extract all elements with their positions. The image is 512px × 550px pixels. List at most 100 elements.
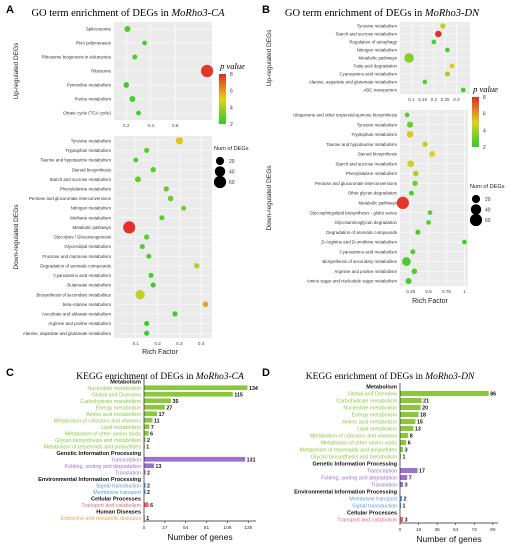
- bar: [400, 404, 421, 411]
- pathway-label: Nucleotide metabolism: [343, 406, 397, 412]
- pathway-label: Carbohydrate metabolism: [80, 399, 141, 405]
- term-point: [462, 239, 467, 245]
- term-point: [440, 23, 446, 29]
- term-point: [143, 234, 150, 240]
- bar-value: 3: [405, 483, 408, 489]
- x-tick-label: 0.25: [406, 289, 415, 294]
- bar-value: 1: [146, 444, 149, 450]
- term-label: Cyanoamino acid metabolism: [339, 249, 397, 254]
- term-point: [411, 268, 418, 275]
- bar-value: 134: [249, 386, 258, 392]
- bar-value: 1: [403, 504, 406, 510]
- bar: [400, 453, 402, 460]
- group-label: Down-regulated DEGs: [266, 165, 273, 231]
- term-point: [167, 195, 174, 202]
- term-point: [426, 220, 432, 225]
- size-legend-dot: [213, 175, 227, 189]
- bar-value: 8: [410, 434, 413, 440]
- term-point: [123, 82, 130, 88]
- pathway-label: Folding, sorting and degradation: [65, 464, 141, 470]
- term-label: Spliceosome: [86, 27, 112, 32]
- bar: [144, 437, 146, 443]
- size-legend-title: Num of DEGs: [470, 184, 505, 190]
- pathway-label: Membrane transport: [93, 490, 141, 496]
- bar-value: 35: [173, 399, 179, 405]
- colorbar-tick: 8: [230, 72, 233, 78]
- panel-B: B GO term enrichment of DEGs in MoRho3-DN…: [262, 4, 505, 305]
- term-point: [144, 147, 150, 153]
- term-point: [404, 53, 414, 63]
- category-header: Metabolism: [110, 379, 141, 385]
- panel-label: D: [262, 367, 270, 379]
- term-point: [435, 30, 442, 38]
- term-label: Steroid biosynthesis: [72, 167, 112, 172]
- term-label: RNA polymerases: [76, 41, 112, 46]
- term-label: Glycerolipid metabolism: [64, 244, 111, 249]
- pathway-label: Metabolism of terpenoids and polyketides: [44, 444, 142, 450]
- term-point: [124, 25, 131, 33]
- term-label: Cyanoamino acid metabolism: [339, 72, 397, 77]
- term-point: [429, 150, 436, 158]
- term-point: [427, 210, 433, 216]
- colorbar-tick: 6: [483, 112, 486, 118]
- x-tick-label: 36: [434, 527, 440, 533]
- term-label: Starch and sucrose metabolism: [336, 32, 398, 37]
- x-tick-label: 0.2: [123, 123, 130, 128]
- term-label: Citrate cycle (TCA cycle): [63, 111, 112, 116]
- bar-value: 17: [159, 412, 165, 418]
- bar-value: 86: [490, 392, 496, 398]
- term-label: Alanine, aspartate and glutamate metabol…: [23, 331, 111, 336]
- term-point: [405, 278, 412, 285]
- term-label: Glycosaminoglycan degradation: [335, 220, 398, 225]
- term-point: [163, 186, 169, 192]
- term-label: Cyanoamino acid metabolism: [53, 273, 111, 278]
- term-label: Degradation of aromatic compounds: [326, 230, 398, 235]
- bar-value: 131: [247, 457, 256, 463]
- size-legend-label: 60: [485, 218, 491, 224]
- pathway-label: Lipid metabolism: [101, 425, 141, 431]
- term-point: [144, 321, 150, 327]
- group-down: Tyrosine metabolism Tryptophan metabolism…: [13, 136, 212, 346]
- bar-value: 2: [147, 470, 150, 476]
- x-tick-label: 108: [223, 525, 231, 531]
- bar-value: 6: [150, 503, 153, 509]
- size-legend-label: 60: [229, 180, 235, 186]
- panel-label: C: [6, 367, 14, 379]
- term-label: Arginine and proline metabolism: [48, 321, 111, 326]
- term-point: [406, 131, 414, 138]
- term-label: Starch and sucrose metabolism: [50, 177, 112, 182]
- bar: [400, 439, 407, 446]
- pathway-label: Carbohydrate metabolism: [336, 399, 397, 405]
- term-point: [407, 160, 415, 168]
- term-point: [404, 112, 410, 118]
- x-tick-label: 0.5: [425, 289, 432, 294]
- bar-value: 3: [405, 518, 408, 524]
- term-label: Metabolic pathways: [72, 225, 111, 230]
- bar-value: 2: [404, 497, 407, 503]
- bar: [144, 515, 145, 521]
- term-point: [444, 71, 450, 77]
- term-point: [175, 137, 184, 145]
- pathway-label: Nucleotide metabolism: [87, 386, 141, 392]
- bar-value: 27: [166, 405, 172, 411]
- pathway-label: Lipid metabolism: [357, 427, 397, 433]
- pathway-label: Energy metabolism: [352, 413, 398, 419]
- pathway-label: Metabolism of other amino acids: [321, 441, 398, 447]
- bar: [144, 417, 153, 423]
- term-label: Steroid biosynthesis: [358, 152, 398, 157]
- term-label: Ribosome: [91, 69, 111, 74]
- bar: [144, 482, 146, 488]
- panel-label: A: [6, 4, 14, 16]
- bar: [400, 502, 402, 509]
- category-header: Cellular Processes: [347, 511, 397, 517]
- term-label: D-Arginine and D-ornithine metabolism: [321, 240, 397, 245]
- bar: [144, 411, 158, 417]
- size-legend-dot: [469, 213, 483, 227]
- group-label: Up-regulated DEGs: [266, 29, 273, 86]
- term-point: [132, 54, 138, 60]
- x-tick-label: 27: [162, 525, 168, 531]
- bar: [144, 469, 146, 475]
- pathway-label: Signal transduction: [96, 483, 141, 489]
- category-header: Genetic Information Processing: [56, 451, 141, 457]
- bar: [144, 430, 149, 436]
